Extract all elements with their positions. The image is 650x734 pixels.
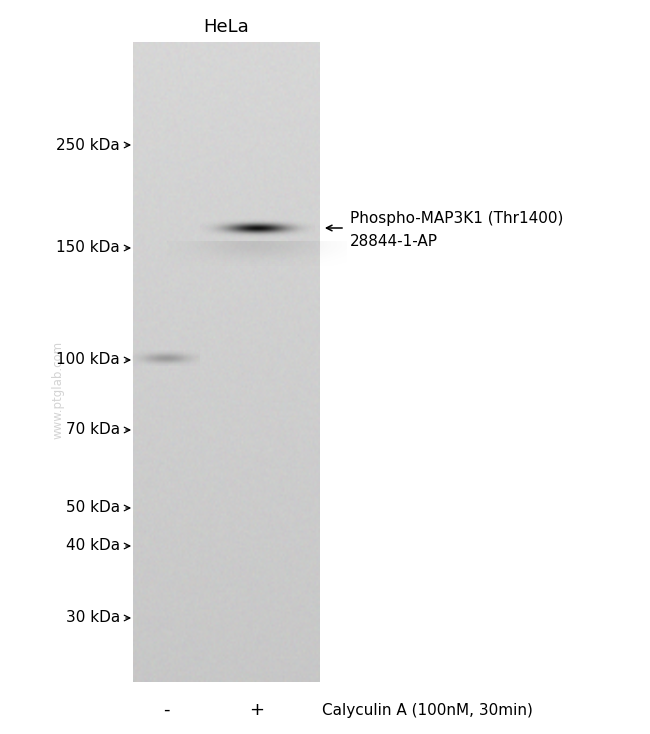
Text: HeLa: HeLa (203, 18, 249, 36)
Text: +: + (250, 701, 265, 719)
Text: 40 kDa: 40 kDa (66, 539, 120, 553)
Text: 30 kDa: 30 kDa (66, 611, 120, 625)
Text: 100 kDa: 100 kDa (57, 352, 120, 368)
Text: Phospho-MAP3K1 (Thr1400): Phospho-MAP3K1 (Thr1400) (350, 211, 564, 225)
Text: 50 kDa: 50 kDa (66, 501, 120, 515)
Text: www.ptglab.com: www.ptglab.com (51, 341, 64, 439)
Text: 70 kDa: 70 kDa (66, 423, 120, 437)
Text: 150 kDa: 150 kDa (57, 241, 120, 255)
Text: -: - (162, 701, 169, 719)
Text: 250 kDa: 250 kDa (57, 137, 120, 153)
Text: 28844-1-AP: 28844-1-AP (350, 234, 438, 250)
Text: Calyculin A (100nM, 30min): Calyculin A (100nM, 30min) (322, 702, 533, 718)
